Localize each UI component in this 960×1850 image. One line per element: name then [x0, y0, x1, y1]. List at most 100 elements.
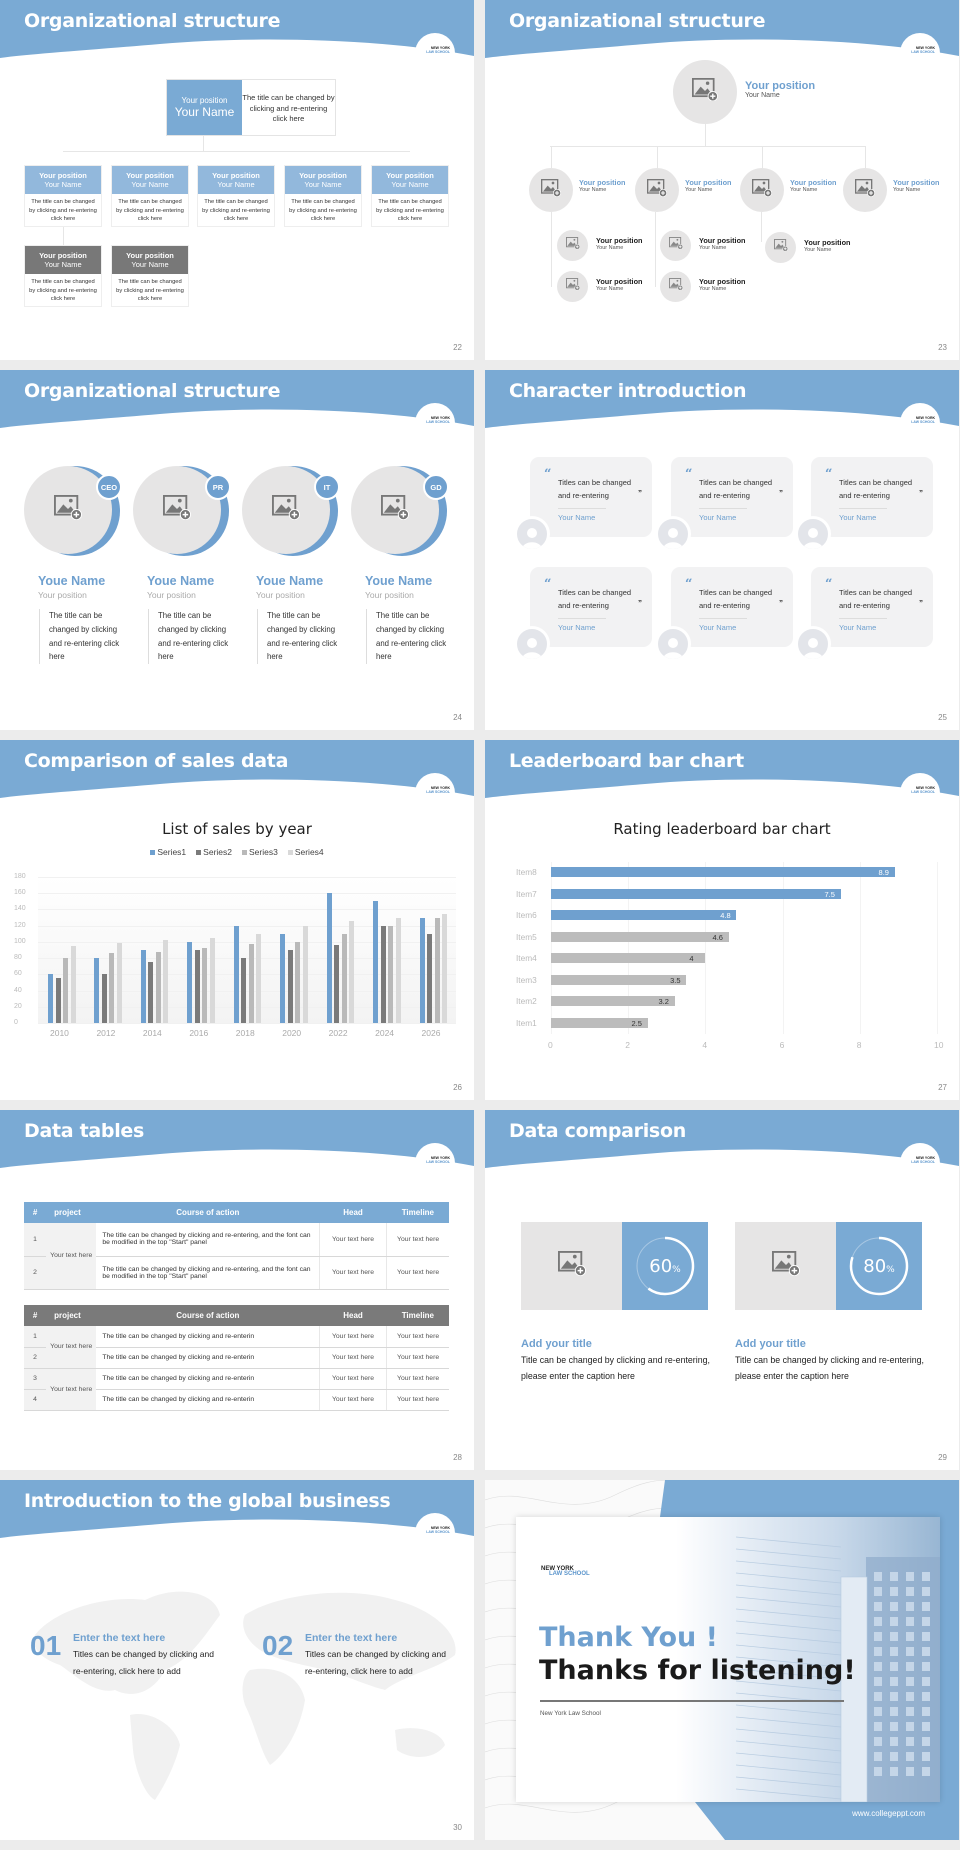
- org-member-label: Your position Your Name: [893, 178, 940, 193]
- org-member-box[interactable]: Your position Your Name The title can be …: [284, 165, 362, 227]
- org-member-box[interactable]: Your position Your Name The title can be …: [111, 245, 189, 307]
- table-row[interactable]: 2 The title can be changed by clicking an…: [24, 1347, 449, 1369]
- org-member-box[interactable]: Your position Your Name The title can be …: [197, 165, 275, 227]
- cell-action: The title can be changed by clicking and…: [96, 1223, 320, 1257]
- photo-placeholder[interactable]: [660, 230, 691, 261]
- testimonial-card[interactable]: “ Titles can be changed and re-entering …: [811, 457, 933, 537]
- bar[interactable]: [341, 933, 347, 1023]
- org-member-box[interactable]: Your position Your Name The title can be …: [371, 165, 449, 227]
- bar[interactable]: [334, 945, 340, 1023]
- photo-placeholder[interactable]: [843, 168, 887, 212]
- bar[interactable]: [302, 925, 308, 1023]
- bar[interactable]: [551, 953, 706, 963]
- bar[interactable]: [326, 893, 332, 1023]
- bar[interactable]: [280, 933, 286, 1023]
- bar[interactable]: [551, 996, 675, 1006]
- person-profile[interactable]: GD Youe Name Your position The title can…: [351, 466, 451, 665]
- photo-placeholder[interactable]: [635, 168, 679, 212]
- bar[interactable]: [551, 974, 687, 985]
- bar-value-label: 3.2: [658, 997, 669, 1006]
- bar[interactable]: [427, 933, 433, 1023]
- org-member-box[interactable]: Your position Your Name The title can be …: [111, 165, 189, 227]
- legend-item: Series4: [287, 847, 324, 857]
- table-row[interactable]: 1 Your text here The title can be changed …: [24, 1326, 449, 1369]
- bar[interactable]: [233, 925, 239, 1023]
- photo-placeholder[interactable]: [735, 1222, 836, 1310]
- photo-placeholder[interactable]: [740, 168, 784, 212]
- photo-placeholder[interactable]: [521, 1222, 622, 1310]
- website-link[interactable]: www.collegeppt.com: [852, 1809, 925, 1818]
- bar[interactable]: [202, 948, 208, 1023]
- org-top-box[interactable]: Your position Your Name The title can be …: [166, 79, 336, 136]
- bar[interactable]: [109, 953, 115, 1023]
- photo-placeholder[interactable]: [557, 230, 588, 261]
- y-tick-label: 140: [14, 905, 26, 913]
- org-member-box[interactable]: Your position Your Name The title can be …: [24, 245, 102, 307]
- table-row[interactable]: 1 Your text here The title can be changed …: [24, 1223, 449, 1290]
- testimonial-card[interactable]: “ Titles can be changed and re-entering …: [811, 567, 933, 647]
- testimonial-card[interactable]: “ Titles can be changed and re-entering …: [671, 567, 793, 647]
- org-member-box[interactable]: Your position Your Name The title can be …: [24, 165, 102, 227]
- testimonial-card[interactable]: “ Titles can be changed and re-entering …: [530, 567, 652, 647]
- bar[interactable]: [163, 940, 169, 1023]
- bar[interactable]: [551, 867, 895, 877]
- bar[interactable]: [70, 945, 76, 1023]
- bar[interactable]: [101, 974, 107, 1023]
- gridline: [38, 1023, 456, 1024]
- y-category-label: Item2: [516, 996, 537, 1006]
- bar[interactable]: [380, 925, 386, 1023]
- photo-placeholder[interactable]: [673, 60, 737, 124]
- image-add-icon: [668, 236, 683, 255]
- bar[interactable]: [551, 910, 737, 920]
- divider: [699, 618, 747, 619]
- cell-timeline: Your text here: [386, 1326, 449, 1348]
- bar[interactable]: [155, 951, 161, 1023]
- table-row[interactable]: 4 The title can be changed by clicking an…: [24, 1389, 449, 1411]
- bar[interactable]: [256, 933, 262, 1023]
- bar[interactable]: [94, 958, 100, 1023]
- photo-placeholder[interactable]: [765, 232, 796, 263]
- bar[interactable]: [395, 917, 401, 1023]
- bar[interactable]: [373, 901, 379, 1023]
- photo-placeholder[interactable]: [557, 271, 588, 302]
- bar[interactable]: [48, 974, 53, 1023]
- item-title: Add your title: [735, 1338, 806, 1350]
- bar[interactable]: [434, 917, 440, 1023]
- x-tick-label: 2016: [189, 1028, 209, 1038]
- bar[interactable]: [388, 925, 394, 1023]
- bar[interactable]: [551, 888, 841, 899]
- bar[interactable]: [55, 978, 61, 1023]
- testimonial-card[interactable]: “ Titles can be changed and re-entering …: [530, 457, 652, 537]
- logo-bubble: [900, 403, 940, 443]
- person-profile[interactable]: IT Youe Name Your position The title can…: [242, 466, 342, 665]
- table-row[interactable]: 3 Your text here The title can be changed …: [24, 1368, 449, 1411]
- table-row[interactable]: 2 The title can be changed by clicking an…: [24, 1256, 449, 1290]
- school-logo: NEW YORK LAW SCHOOL: [426, 1526, 450, 1534]
- bar[interactable]: [116, 942, 122, 1023]
- bar[interactable]: [551, 1017, 648, 1028]
- gridline: [38, 909, 456, 911]
- bar[interactable]: [140, 950, 146, 1023]
- person-profile[interactable]: PR Youe Name Your position The title can…: [133, 466, 233, 665]
- person-description: The title can be changed by clicking and…: [366, 609, 451, 665]
- bar[interactable]: [442, 913, 448, 1023]
- bar[interactable]: [63, 958, 68, 1023]
- bar[interactable]: [287, 950, 293, 1023]
- bar[interactable]: [241, 958, 247, 1023]
- bar[interactable]: [295, 941, 301, 1023]
- header-wave-shape: [485, 0, 959, 58]
- x-tick-label: 2022: [328, 1028, 348, 1038]
- person-profile[interactable]: CEO Youe Name Your position The title ca…: [24, 466, 124, 665]
- bar[interactable]: [248, 943, 254, 1023]
- bar[interactable]: [148, 962, 154, 1023]
- item-description: Title can be changed by clicking and re-…: [735, 1355, 924, 1381]
- testimonial-card[interactable]: “ Titles can be changed and re-entering …: [671, 457, 793, 537]
- photo-placeholder[interactable]: [660, 271, 691, 302]
- bar[interactable]: [187, 941, 193, 1023]
- bar[interactable]: [349, 920, 355, 1023]
- bar[interactable]: [209, 937, 215, 1023]
- bar[interactable]: [194, 950, 200, 1023]
- bar[interactable]: [419, 917, 425, 1023]
- bar[interactable]: [551, 931, 729, 942]
- photo-placeholder[interactable]: [529, 168, 573, 212]
